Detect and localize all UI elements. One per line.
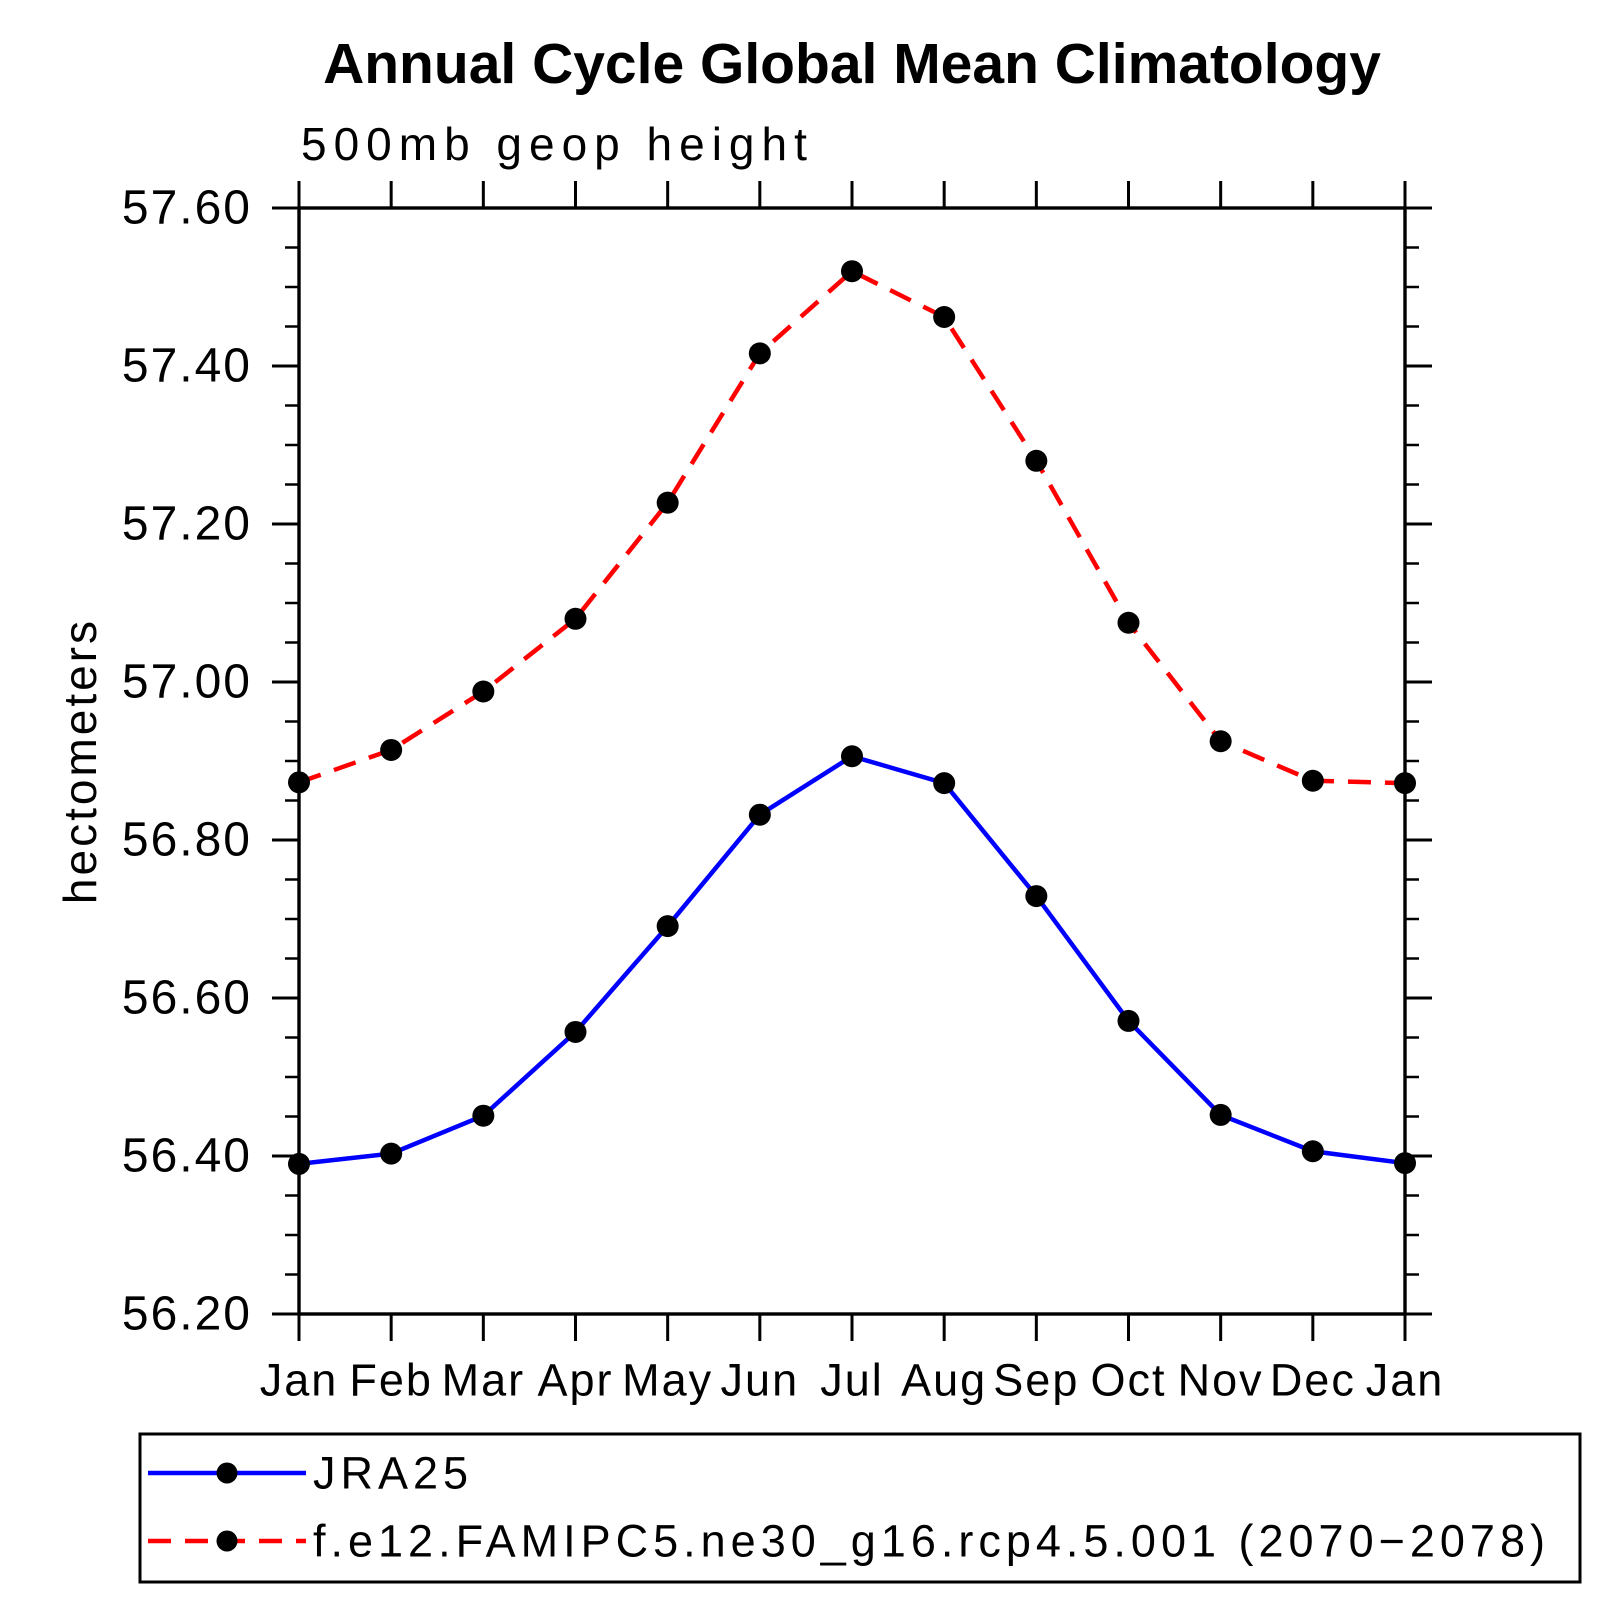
data-point-marker [841, 745, 863, 768]
x-tick-label: Jul [820, 1355, 884, 1406]
data-point-marker [748, 342, 771, 365]
data-point-marker [1301, 769, 1324, 792]
series-lines [288, 260, 1416, 1175]
y-tick-label: 56.60 [122, 972, 252, 1025]
data-point-marker [841, 260, 863, 283]
data-point-marker [933, 306, 956, 329]
data-point-marker [1025, 885, 1048, 908]
legend-item-label: JRA25 [313, 1448, 473, 1499]
x-tick-label: Jan [260, 1355, 339, 1406]
axes: Jan Feb Mar Apr May Jun Jul Aug Sep Oct Nov Dec Jan5… [122, 181, 1445, 1406]
data-point-marker [1394, 1152, 1416, 1175]
y-tick-label: 56.20 [122, 1288, 252, 1341]
x-tick-label: Feb [349, 1355, 433, 1406]
data-point-marker [656, 915, 679, 938]
series-line [298, 753, 1406, 1167]
x-tick-label: May [622, 1355, 713, 1406]
legend-box [138, 1432, 1582, 1584]
y-axis-title: hectometers [54, 618, 106, 904]
data-point-marker [472, 680, 495, 703]
data-point-marker [1301, 1140, 1324, 1163]
data-point-marker [380, 738, 403, 761]
legend-item-label: f.e12.FAMIPC5.ne30_g16.rcp4.5.001 (2070−… [313, 1516, 1550, 1567]
data-point-marker [1117, 611, 1140, 634]
data-point-marker [288, 1152, 310, 1175]
series-line [298, 268, 1406, 786]
legend: JRA25 f.e12.FAMIPC5.ne30_g16.rcp4.5.001 (… [138, 1432, 1582, 1584]
data-point-marker [380, 1142, 403, 1165]
x-tick-label: Jan [1366, 1355, 1445, 1406]
x-tick-label: Sep [993, 1355, 1079, 1406]
data-point-marker [564, 1020, 587, 1043]
data-point-marker [1394, 772, 1416, 795]
chart-subtitle: 500mb geop height [301, 118, 814, 170]
legend-swatch-marker [216, 1462, 238, 1484]
y-tick-label: 57.00 [122, 656, 252, 709]
data-point-marker [656, 491, 679, 514]
data-point-marker [472, 1104, 495, 1127]
data-point-marker [1209, 1103, 1232, 1126]
legend-swatch-marker [216, 1530, 238, 1552]
x-tick-label: Oct [1090, 1355, 1166, 1406]
y-tick-label: 57.40 [122, 340, 252, 393]
data-point-marker [288, 771, 310, 794]
y-tick-label: 56.40 [122, 1130, 252, 1183]
x-tick-label: Dec [1270, 1355, 1356, 1406]
x-tick-label: Mar [442, 1355, 526, 1406]
y-tick-label: 57.60 [122, 182, 252, 235]
data-point-marker [1025, 449, 1048, 472]
data-point-marker [564, 607, 587, 630]
x-tick-label: Aug [901, 1355, 987, 1406]
x-tick-label: Apr [537, 1355, 613, 1406]
chart-title: Annual Cycle Global Mean Climatology [323, 32, 1381, 96]
x-tick-label: Jun [721, 1355, 800, 1406]
y-tick-label: 56.80 [122, 814, 252, 867]
data-point-marker [748, 803, 771, 826]
data-point-marker [933, 772, 956, 795]
data-point-marker [1209, 730, 1232, 753]
x-tick-label: Nov [1178, 1355, 1264, 1406]
data-point-marker [1117, 1009, 1140, 1032]
y-tick-label: 57.20 [122, 498, 252, 551]
